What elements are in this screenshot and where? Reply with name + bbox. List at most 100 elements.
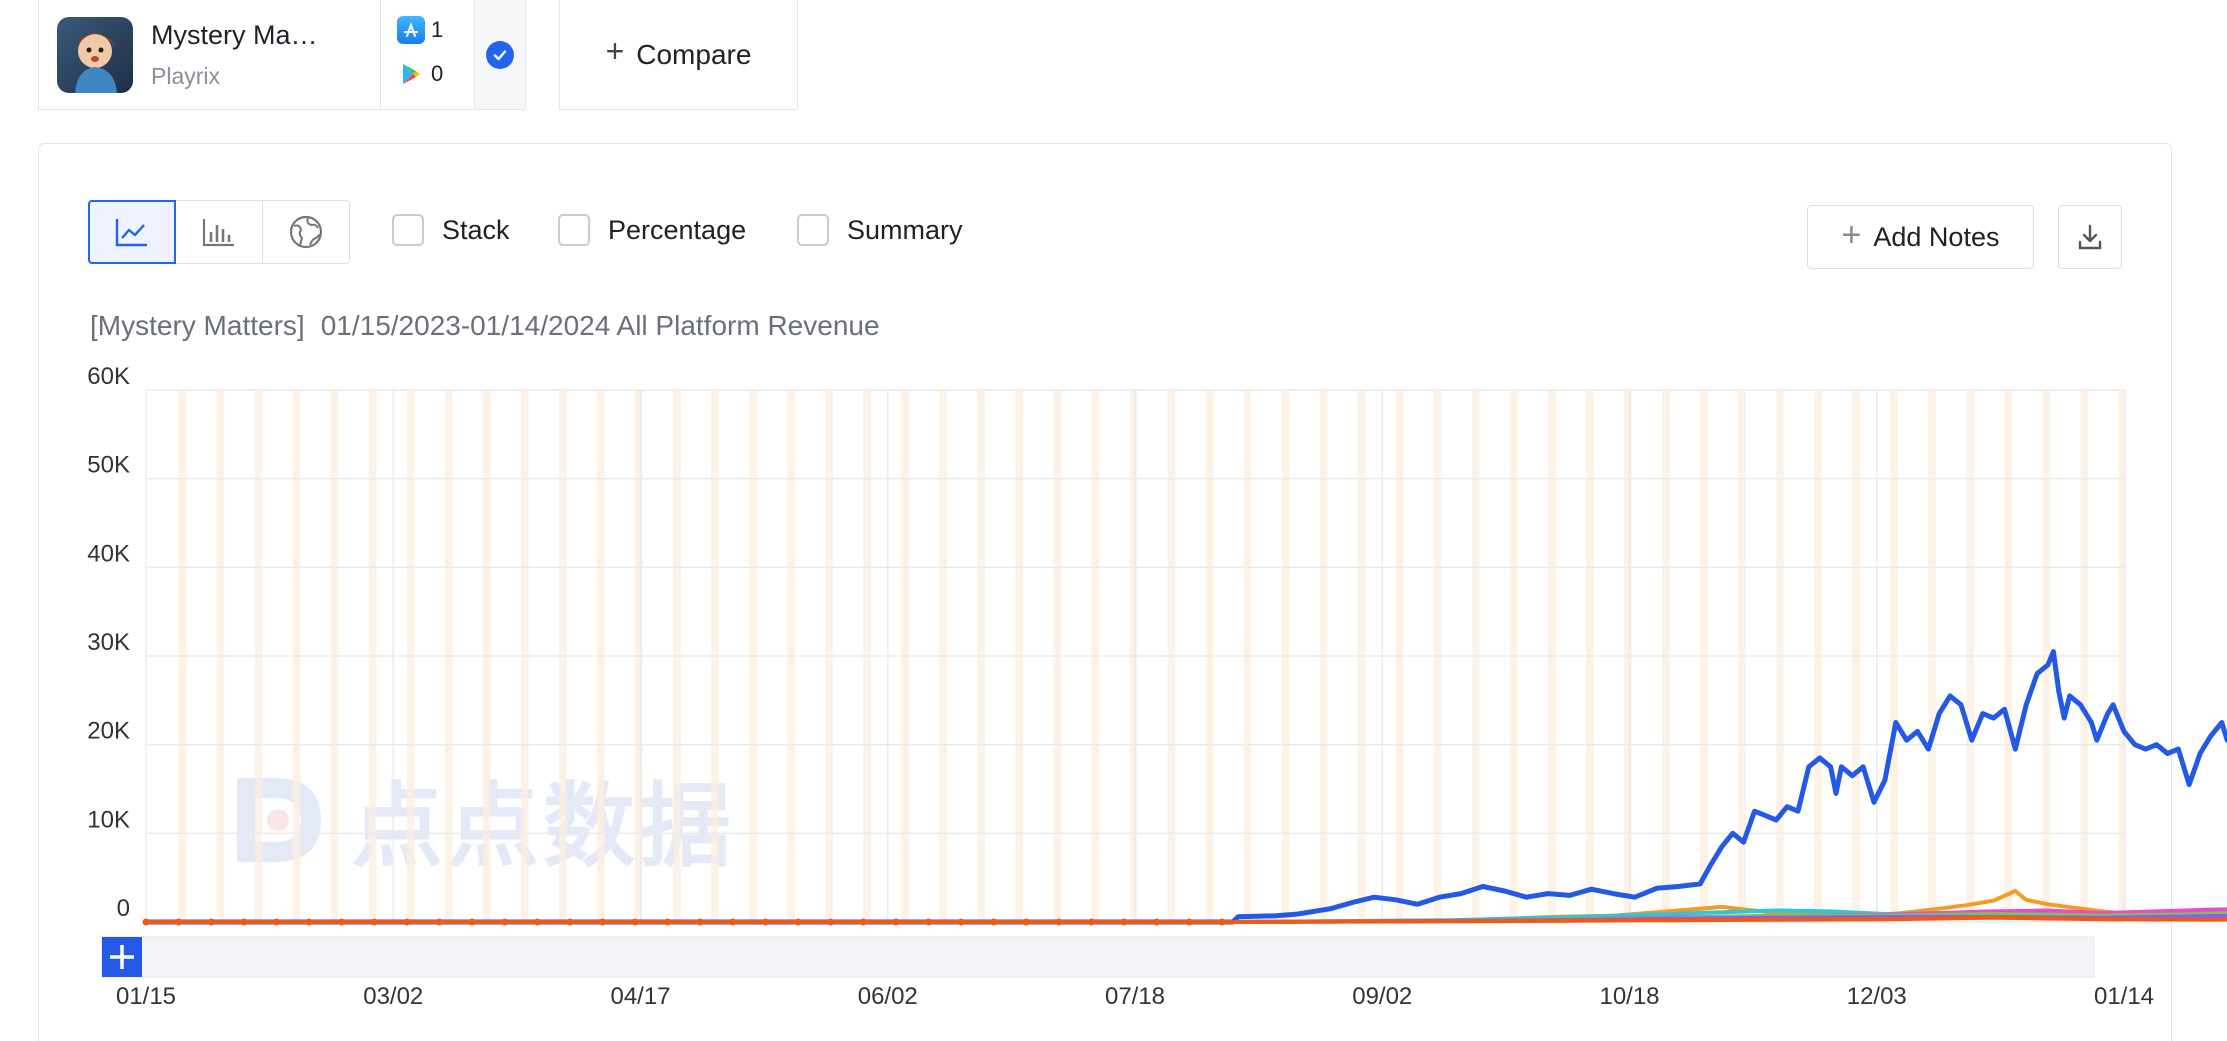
y-tick-label: 50K [87, 452, 130, 479]
data-point [403, 918, 411, 926]
data-point [1153, 918, 1161, 926]
line-view-button[interactable] [88, 200, 176, 264]
percentage-label: Percentage [608, 214, 747, 245]
data-point [305, 918, 313, 926]
line-chart-icon [115, 219, 147, 247]
y-tick-label: 20K [87, 718, 130, 745]
stack-checkbox-box[interactable] [392, 214, 424, 246]
y-tick-label: 30K [87, 629, 130, 656]
data-point [435, 918, 443, 926]
data-point [859, 918, 867, 926]
compare-button[interactable]: + Compare [559, 0, 798, 110]
data-point [240, 918, 248, 926]
data-point [892, 918, 900, 926]
x-tick-label: 07/18 [1105, 983, 1165, 1010]
data-point [566, 918, 574, 926]
slider-track [101, 936, 2095, 978]
percentage-checkbox-box[interactable] [558, 214, 590, 246]
data-point [501, 918, 509, 926]
data-point [598, 918, 606, 926]
summary-label: Summary [847, 214, 963, 245]
data-point [1022, 918, 1030, 926]
y-tick-label: 60K [87, 363, 130, 390]
x-tick-label: 03/02 [363, 983, 423, 1010]
store-counts: 1 0 [381, 0, 475, 109]
chart-title: [Mystery Matters] 01/15/2023-01/14/2024 A… [90, 310, 880, 342]
data-point [533, 918, 541, 926]
add-notes-label: Add Notes [1873, 221, 2000, 252]
x-tick-label: 10/18 [1599, 983, 1659, 1010]
app-icon [57, 16, 133, 93]
gp-count: 0 [431, 61, 444, 86]
plus-icon: + [1841, 215, 1862, 254]
chart-series[interactable] [142, 510, 2227, 926]
data-point [631, 918, 639, 926]
y-tick-label: 10K [87, 806, 130, 833]
google-play-icon [397, 60, 425, 88]
data-point [664, 918, 672, 926]
data-point [827, 918, 835, 926]
y-tick-label: 0 [117, 895, 130, 922]
ios-store-row: 1 [397, 16, 474, 44]
data-point [925, 918, 933, 926]
data-point [207, 918, 215, 926]
x-tick-label: 01/15 [116, 983, 176, 1010]
map-view-button[interactable] [262, 200, 350, 264]
data-point [1088, 918, 1096, 926]
data-point [957, 918, 965, 926]
data-point [468, 918, 476, 926]
app-select-toggle[interactable] [475, 0, 525, 109]
data-point [990, 918, 998, 926]
app-card[interactable]: Mystery Ma… Playrix 1 0 [38, 0, 526, 110]
percentage-checkbox[interactable]: Percentage [558, 214, 746, 246]
data-point [1185, 918, 1193, 926]
app-store-icon [397, 16, 425, 44]
add-notes-button[interactable]: + Add Notes [1807, 205, 2034, 269]
data-point [1055, 918, 1063, 926]
date-range-slider[interactable] [101, 936, 2095, 978]
chart-grid [145, 389, 2125, 923]
ios-count: 1 [431, 17, 444, 42]
data-point [729, 918, 737, 926]
series-line [143, 649, 2227, 925]
gp-store-row: 0 [397, 60, 474, 88]
checkmark-icon [486, 40, 514, 69]
data-point [1120, 918, 1128, 926]
data-point [696, 918, 704, 926]
data-point [175, 918, 183, 926]
chart-title-app: [Mystery Matters] [90, 310, 305, 341]
chart-title-text: 01/15/2023-01/14/2024 All Platform Reven… [320, 310, 880, 341]
data-point [370, 918, 378, 926]
download-button[interactable] [2058, 205, 2122, 269]
data-point [761, 918, 769, 926]
x-tick-label: 01/14 [2094, 983, 2154, 1010]
globe-icon [289, 215, 323, 249]
data-point [338, 918, 346, 926]
bar-chart-icon [202, 219, 234, 247]
bar-view-button[interactable] [175, 200, 263, 264]
stack-checkbox[interactable]: Stack [392, 214, 510, 246]
x-tick-label: 09/02 [1352, 983, 1412, 1010]
x-tick-label: 12/03 [1847, 983, 1907, 1010]
data-point [142, 918, 150, 926]
compare-label: Compare [636, 38, 752, 70]
app-main[interactable]: Mystery Ma… Playrix [39, 0, 381, 109]
x-axis: 01/15 03/02 04/17 06/02 07/18 09/02 10/18 12/03… [116, 983, 2154, 1010]
series-line [144, 915, 2227, 924]
x-tick-label: 04/17 [610, 983, 670, 1010]
data-point [272, 918, 280, 926]
stack-label: Stack [442, 214, 510, 245]
app-name: Mystery Ma… [151, 19, 318, 50]
plus-icon: + [605, 33, 625, 69]
x-tick-label: 06/02 [858, 983, 918, 1010]
chart-view-switcher [88, 200, 350, 264]
summary-checkbox-box[interactable] [797, 214, 829, 246]
summary-checkbox[interactable]: Summary [797, 214, 963, 246]
app-developer: Playrix [151, 62, 221, 89]
y-axis: 0 10K 20K 30K 40K 50K 60K [87, 363, 130, 922]
data-point [1218, 918, 1226, 926]
y-tick-label: 40K [87, 540, 130, 567]
data-point [794, 918, 802, 926]
plus-icon [110, 945, 134, 969]
